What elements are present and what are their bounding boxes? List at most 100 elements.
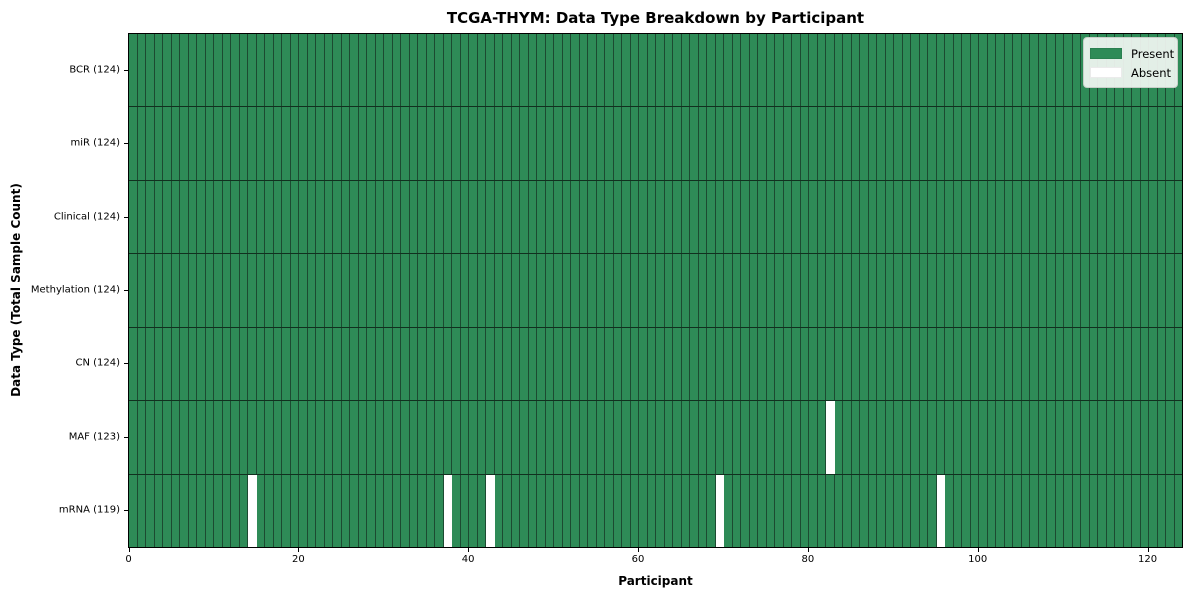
- present-cell: [622, 327, 631, 401]
- present-cell: [418, 327, 427, 401]
- present-cell: [520, 34, 529, 107]
- present-cell: [528, 327, 537, 401]
- present-cell: [239, 327, 248, 401]
- present-cell: [715, 107, 724, 180]
- present-cell: [1166, 474, 1175, 547]
- present-cell: [962, 474, 971, 547]
- present-cell: [1157, 327, 1166, 401]
- present-cell: [860, 327, 869, 401]
- present-cell: [239, 34, 248, 107]
- present-cell: [1064, 180, 1073, 254]
- present-cell: [307, 254, 316, 327]
- present-cell: [154, 180, 163, 254]
- present-cell: [503, 474, 512, 547]
- present-cell: [1021, 401, 1030, 474]
- present-cell: [800, 107, 809, 180]
- present-cell: [469, 107, 478, 180]
- present-cell: [928, 107, 937, 180]
- present-cell: [426, 401, 435, 474]
- y-tick-label-mir: miR (124): [70, 137, 120, 149]
- present-cell: [1072, 34, 1081, 107]
- present-cell: [792, 107, 801, 180]
- present-cell: [792, 180, 801, 254]
- heatmap-row-bcr: [129, 34, 1182, 108]
- present-cell: [511, 474, 520, 547]
- present-cell: [1055, 180, 1064, 254]
- present-cell: [1149, 180, 1158, 254]
- present-cell: [868, 327, 877, 401]
- present-cell: [622, 107, 631, 180]
- present-cell: [579, 401, 588, 474]
- present-cell: [554, 474, 563, 547]
- present-cell: [1132, 254, 1141, 327]
- present-cell: [231, 180, 240, 254]
- present-cell: [1174, 327, 1182, 401]
- present-cell: [1149, 401, 1158, 474]
- present-cell: [146, 107, 155, 180]
- present-cell: [647, 34, 656, 107]
- x-tick-label-0: 0: [125, 554, 132, 565]
- present-cell: [350, 327, 359, 401]
- present-cell: [239, 180, 248, 254]
- present-cell: [766, 254, 775, 327]
- present-cell: [1064, 401, 1073, 474]
- x-tick-mark: [807, 548, 809, 552]
- present-cell: [673, 107, 682, 180]
- present-cell: [758, 107, 767, 180]
- present-cell: [511, 180, 520, 254]
- present-cell: [690, 401, 699, 474]
- present-cell: [588, 254, 597, 327]
- present-cell: [639, 254, 648, 327]
- chart-title: TCGA-THYM: Data Type Breakdown by Partic…: [446, 9, 865, 27]
- present-cell: [222, 254, 231, 327]
- present-cell: [341, 254, 350, 327]
- present-cell: [562, 34, 571, 107]
- present-cell: [860, 474, 869, 547]
- present-cell: [579, 34, 588, 107]
- present-cell: [715, 180, 724, 254]
- present-cell: [1106, 474, 1115, 547]
- present-cell: [341, 327, 350, 401]
- present-cell: [443, 107, 452, 180]
- present-cell: [953, 254, 962, 327]
- present-cell: [137, 401, 146, 474]
- present-cell: [826, 180, 835, 254]
- present-cell: [758, 327, 767, 401]
- present-cell: [1106, 107, 1115, 180]
- present-cell: [826, 254, 835, 327]
- present-cell: [384, 34, 393, 107]
- present-cell: [673, 180, 682, 254]
- present-cell: [571, 401, 580, 474]
- present-cell: [299, 34, 308, 107]
- present-cell: [826, 327, 835, 401]
- present-cell: [469, 180, 478, 254]
- present-cell: [188, 107, 197, 180]
- present-cell: [1123, 327, 1132, 401]
- present-cell: [562, 254, 571, 327]
- present-cell: [537, 34, 546, 107]
- present-cell: [443, 401, 452, 474]
- present-cell: [1140, 327, 1149, 401]
- present-cell: [537, 180, 546, 254]
- present-cell: [1106, 180, 1115, 254]
- present-cell: [205, 474, 214, 547]
- legend-label: Absent: [1131, 65, 1172, 80]
- present-cell: [605, 327, 614, 401]
- present-cell: [673, 401, 682, 474]
- present-cell: [1157, 107, 1166, 180]
- present-cell: [970, 327, 979, 401]
- present-cell: [426, 254, 435, 327]
- present-cell: [426, 474, 435, 547]
- present-cell: [851, 180, 860, 254]
- present-cell: [554, 34, 563, 107]
- present-cell: [511, 34, 520, 107]
- present-cell: [358, 107, 367, 180]
- present-cell: [1140, 180, 1149, 254]
- present-cell: [273, 107, 282, 180]
- present-cell: [715, 34, 724, 107]
- present-cell: [962, 401, 971, 474]
- present-cell: [520, 401, 529, 474]
- present-cell: [945, 327, 954, 401]
- present-cell: [1089, 254, 1098, 327]
- present-cell: [1047, 34, 1056, 107]
